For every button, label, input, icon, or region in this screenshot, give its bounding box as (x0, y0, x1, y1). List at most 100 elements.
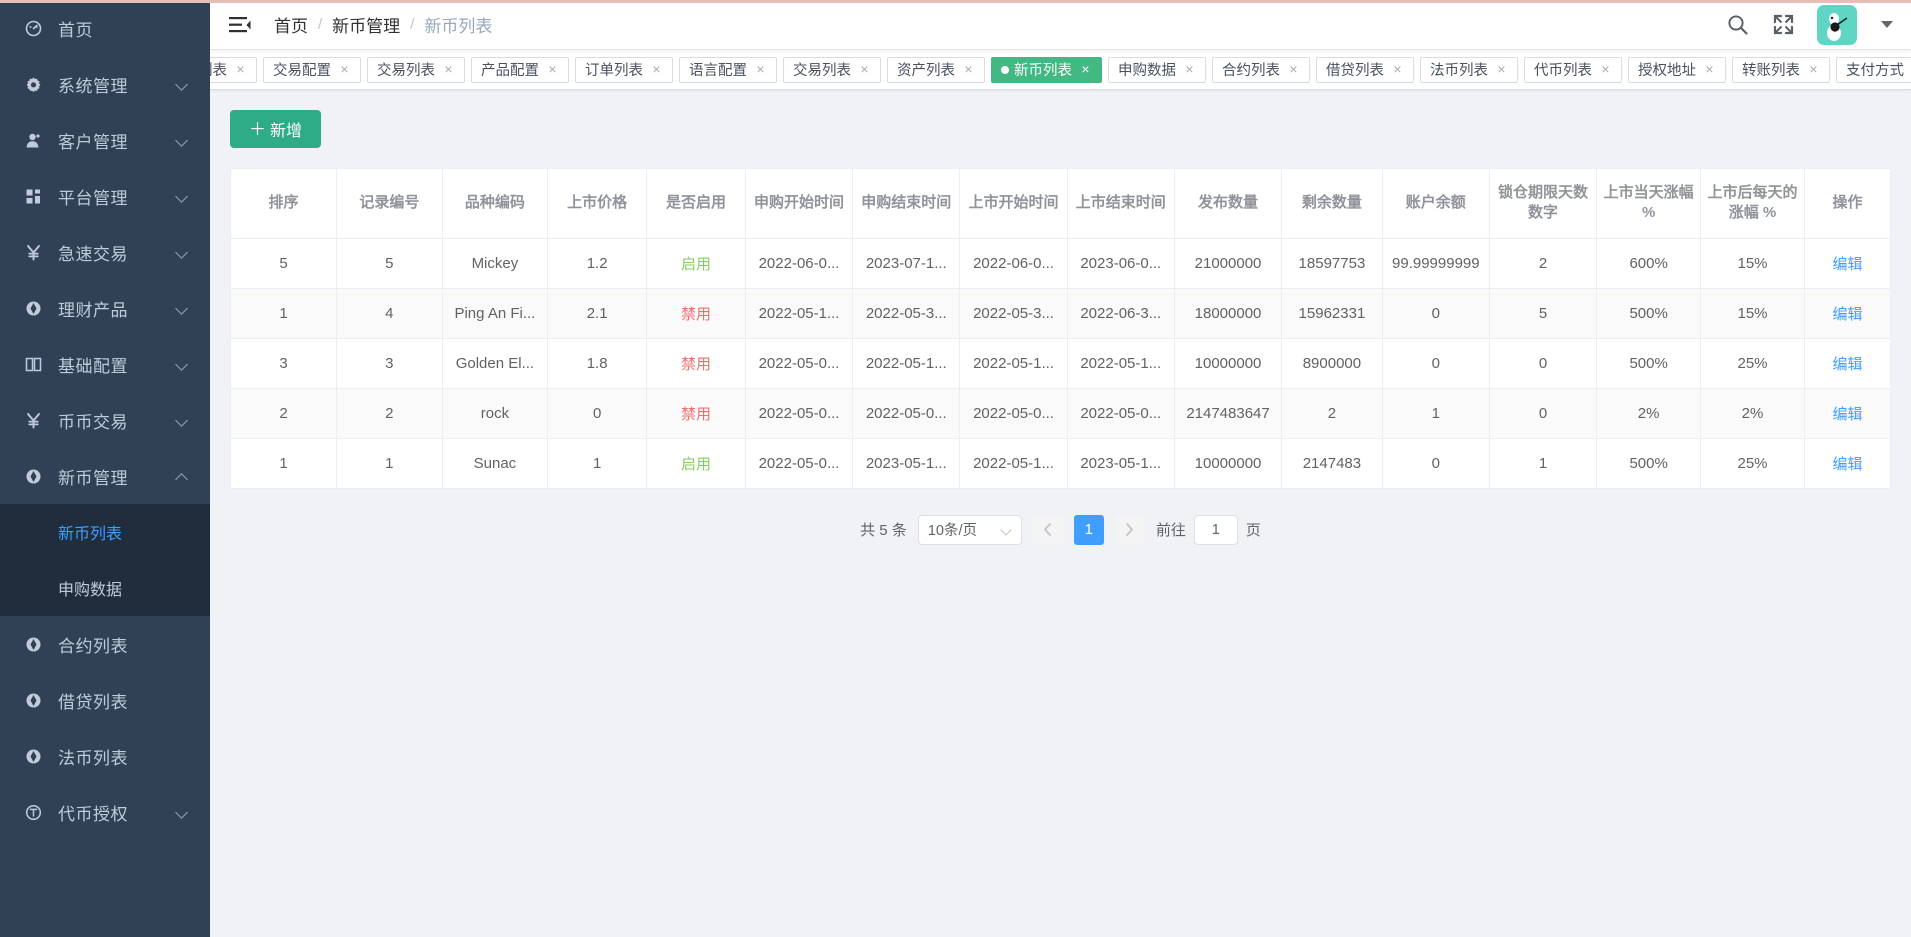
sidebar-item-top-3[interactable]: 平台管理 (0, 168, 210, 224)
tab-12[interactable]: 法币列表 × (1420, 56, 1518, 83)
tab-label: 合约列表 (1222, 63, 1280, 79)
close-icon[interactable]: × (236, 61, 245, 77)
edit-link[interactable]: 编辑 (1832, 355, 1863, 373)
pagination-page-1[interactable]: 1 (1073, 514, 1104, 545)
cell-sub_start: 2022-05-1... (745, 288, 854, 339)
close-icon[interactable]: × (1705, 61, 1714, 77)
close-icon[interactable]: × (1185, 61, 1194, 77)
tab-14[interactable]: 授权地址 × (1628, 56, 1726, 83)
sidebar-subitem-0[interactable]: 新币列表 (0, 504, 210, 560)
close-icon[interactable]: × (1497, 61, 1506, 77)
sidebar-item-top-1[interactable]: 系统管理 (0, 56, 210, 112)
cell-daily_pct: 2% (1700, 388, 1805, 439)
sidebar-item-top-2[interactable]: 客户管理 (0, 112, 210, 168)
close-icon[interactable]: × (1393, 61, 1402, 77)
pagination-prev-button[interactable] (1032, 514, 1063, 545)
tab-6[interactable]: 交易列表 × (783, 56, 881, 83)
tab-label: 支付方式 (1846, 63, 1904, 79)
breadcrumb-item-home[interactable]: 首页 (274, 17, 308, 36)
close-icon[interactable]: × (444, 61, 453, 77)
table-row[interactable]: 3 3 Golden El... 1.8 禁用 2022-05-0... 2022-05-1… (231, 338, 1890, 389)
sidebar-item-bottom-3[interactable]: 代币授权 (0, 784, 210, 840)
tab-label: 授权地址 (1638, 63, 1696, 79)
sidebar-item-top-4[interactable]: 急速交易 (0, 224, 210, 280)
cell-day1_pct: 600% (1596, 238, 1702, 289)
cell-sort: 2 (231, 388, 338, 439)
sidebar-item-label: 法币列表 (58, 748, 128, 768)
close-icon[interactable]: × (1601, 61, 1610, 77)
page-size-select[interactable]: 10条/页 (917, 514, 1022, 545)
edit-link[interactable]: 编辑 (1832, 405, 1863, 423)
edit-link[interactable]: 编辑 (1832, 255, 1863, 273)
menu-toggle-icon[interactable] (228, 14, 252, 36)
add-button[interactable]: ＋ 新增 (230, 110, 322, 148)
sidebar-item-top-8[interactable]: 新币管理 (0, 448, 210, 504)
tab-label: 交易列表 (793, 63, 851, 79)
close-icon[interactable]: × (652, 61, 661, 77)
sidebar-item-top-0[interactable]: 首页 (0, 0, 210, 56)
tab-8[interactable]: 新币列表 × (991, 56, 1102, 83)
yen-icon (20, 244, 46, 261)
sidebar-subitem-1[interactable]: 申购数据 (0, 560, 210, 616)
tab-9[interactable]: 申购数据 × (1108, 56, 1206, 83)
close-icon[interactable]: × (548, 61, 557, 77)
sidebar-item-bottom-1[interactable]: 借贷列表 (0, 672, 210, 728)
tab-16[interactable]: 支付方式 × (1836, 56, 1911, 83)
cell-list_start: 2022-05-3... (959, 288, 1068, 339)
avatar[interactable] (1817, 4, 1857, 45)
pagination: 共 5 条 10条/页 1 (230, 489, 1891, 565)
jump-page-input[interactable] (1193, 514, 1238, 545)
data-table-wrapper: 排序 记录编号 品种编码 上市价格 是否启用 申购开始时间 申购结束时间 上市开始时间 上市结束… (230, 168, 1891, 489)
tab-0[interactable]: 列表 × (210, 56, 257, 83)
close-icon[interactable]: × (340, 61, 349, 77)
table-header-12: 锁仓期限天数数字 (1489, 169, 1598, 239)
close-icon[interactable]: × (756, 61, 765, 77)
sidebar-item-top-6[interactable]: 基础配置 (0, 336, 210, 392)
close-icon[interactable]: × (964, 61, 973, 77)
close-icon[interactable]: × (1289, 61, 1298, 77)
tab-4[interactable]: 订单列表 × (575, 56, 673, 83)
table-row[interactable]: 5 5 Mickey 1.2 启用 2022-06-0... 2023-07-1... 202… (231, 238, 1890, 289)
tab-label: 借贷列表 (1326, 63, 1384, 79)
tab-3[interactable]: 产品配置 × (471, 56, 569, 83)
tab-label: 订单列表 (585, 63, 643, 79)
fullscreen-icon[interactable] (1771, 13, 1795, 37)
search-icon[interactable] (1725, 13, 1749, 37)
close-icon[interactable]: × (1809, 61, 1818, 77)
sidebar-item-bottom-2[interactable]: 法币列表 (0, 728, 210, 784)
sidebar-item-label: 平台管理 (58, 188, 128, 208)
tab-1[interactable]: 交易配置 × (263, 56, 361, 83)
edit-link[interactable]: 编辑 (1832, 455, 1863, 473)
close-icon[interactable]: × (860, 61, 869, 77)
tab-label: 代币列表 (1534, 63, 1592, 79)
tab-15[interactable]: 转账列表 × (1732, 56, 1830, 83)
tab-2[interactable]: 交易列表 × (367, 56, 465, 83)
tab-7[interactable]: 资产列表 × (887, 56, 985, 83)
tab-10[interactable]: 合约列表 × (1212, 56, 1310, 83)
edit-link[interactable]: 编辑 (1832, 305, 1863, 323)
sidebar-item-top-7[interactable]: 币币交易 (0, 392, 210, 448)
book-icon (20, 356, 46, 373)
sidebar-item-label: 代币授权 (58, 804, 128, 824)
cell-price: 2.1 (547, 288, 648, 339)
tab-5[interactable]: 语言配置 × (679, 56, 777, 83)
cell-action: 编辑 (1804, 438, 1890, 489)
breadcrumb-separator: / (410, 16, 415, 33)
table-row[interactable]: 1 1 Sunac 1 启用 2022-05-0... 2023-05-1... 2022-0… (231, 438, 1890, 489)
table-row[interactable]: 1 4 Ping An Fi... 2.1 禁用 2022-05-1... 2022-05-… (231, 288, 1890, 339)
table-header-row: 排序 记录编号 品种编码 上市价格 是否启用 申购开始时间 申购结束时间 上市开始时间 上市结束… (231, 169, 1890, 239)
sidebar-item-top-5[interactable]: 理财产品 (0, 280, 210, 336)
breadcrumb-item-newcoin-mgmt[interactable]: 新币管理 (332, 17, 401, 36)
chevron-down-icon[interactable] (1881, 21, 1893, 28)
tab-13[interactable]: 代币列表 × (1524, 56, 1622, 83)
tab-label: 法币列表 (1430, 63, 1488, 79)
tab-11[interactable]: 借贷列表 × (1316, 56, 1414, 83)
user-icon (20, 132, 46, 149)
pagination-next-button[interactable] (1114, 514, 1145, 545)
table-row[interactable]: 2 2 rock 0 禁用 2022-05-0... 2022-05-0... 2022-05… (231, 388, 1890, 439)
cell-sub_end: 2022-05-0... (852, 388, 961, 439)
dashboard-icon (20, 20, 46, 37)
close-icon[interactable]: × (1081, 61, 1090, 77)
coin-icon (20, 692, 46, 709)
sidebar-item-bottom-0[interactable]: 合约列表 (0, 616, 210, 672)
